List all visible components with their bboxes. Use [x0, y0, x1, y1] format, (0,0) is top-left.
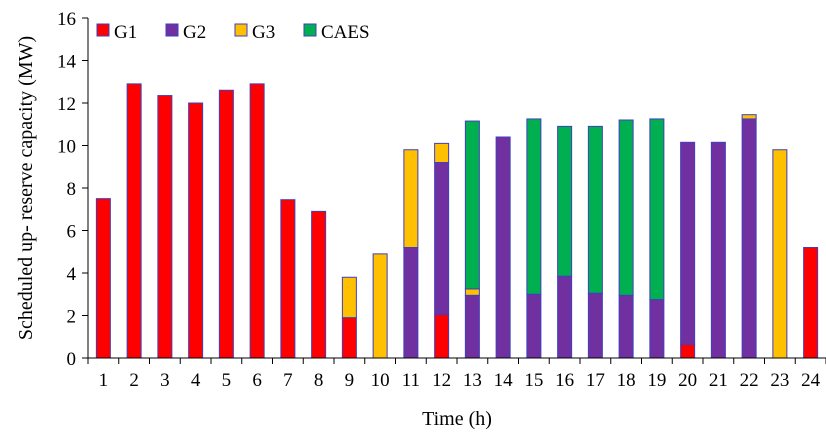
bar-segment-g2-h15 [526, 293, 542, 359]
x-tick-label: 2 [129, 370, 139, 391]
x-tick-label: 16 [555, 370, 574, 391]
x-tick-label: 17 [586, 370, 605, 391]
bar-segment-g1-h7 [280, 199, 296, 359]
bar-segment-g2-h17 [587, 292, 603, 359]
y-tick-label: 14 [57, 52, 77, 73]
x-tick-label: 20 [678, 370, 697, 391]
y-axis-ticks: 0 2 4 6 8 10 12 14 16 [57, 9, 88, 370]
bar-segment-g1-h5 [218, 89, 234, 359]
x-tick-label: 22 [740, 370, 759, 391]
y-tick-label: 12 [57, 94, 76, 115]
bar-segment-g2-h22 [741, 118, 757, 359]
x-tick-label: 1 [99, 370, 109, 391]
bar-segment-g1-h9 [341, 317, 357, 359]
bar-segment-g1-h4 [188, 102, 204, 359]
bar-segment-g3-h23 [772, 149, 788, 359]
x-tick-label: 6 [252, 370, 262, 391]
x-tick-label: 18 [617, 370, 636, 391]
legend-label-g1: G1 [114, 22, 137, 43]
bar-segment-g3-h22 [741, 114, 757, 120]
x-tick-label: 9 [345, 370, 355, 391]
bar-segment-g1-h12 [434, 313, 450, 359]
bar-segment-g2-h14 [495, 136, 511, 359]
bar-segment-g1-h24 [803, 247, 819, 359]
x-tick-label: 23 [770, 370, 789, 391]
bar-segment-g1-h20 [680, 343, 696, 359]
bar-segment-g2-h12 [434, 162, 450, 315]
bar-segment-caes-h19 [649, 118, 665, 301]
x-tick-label: 10 [371, 370, 390, 391]
x-tick-label: 21 [709, 370, 728, 391]
y-tick-label: 0 [67, 349, 77, 370]
y-axis-label: Scheduled up- reserve capacity (MW) [15, 36, 37, 340]
bar-segment-g1-h3 [157, 95, 173, 359]
bar-segment-g1-h6 [249, 83, 265, 359]
y-tick-label: 10 [57, 137, 76, 158]
bar-segment-g2-h11 [403, 247, 419, 359]
x-tick-label: 24 [801, 370, 821, 391]
x-tick-label: 8 [314, 370, 324, 391]
x-tick-label: 7 [283, 370, 293, 391]
y-tick-label: 8 [67, 179, 77, 200]
x-tick-label: 11 [402, 370, 420, 391]
bar-segment-caes-h17 [587, 125, 603, 294]
y-tick-label: 4 [67, 264, 77, 285]
bar-segment-g3-h9 [341, 276, 357, 319]
bar-segment-caes-h16 [557, 125, 573, 277]
x-tick-label: 3 [160, 370, 170, 391]
bar-segment-caes-h15 [526, 118, 542, 295]
bar-segment-g2-h21 [710, 141, 726, 359]
legend-swatch-g3 [234, 23, 248, 37]
legend-swatch-caes [303, 23, 317, 37]
y-tick-label: 16 [57, 9, 76, 30]
x-axis-label: Time (h) [422, 408, 492, 430]
bars-layer [95, 83, 819, 359]
legend-label-caes: CAES [321, 22, 370, 43]
bar-segment-caes-h18 [618, 119, 634, 296]
x-tick-label: 5 [222, 370, 232, 391]
bar-segment-g2-h18 [618, 294, 634, 359]
x-tick-label: 4 [191, 370, 201, 391]
bar-segment-g3-h11 [403, 149, 419, 248]
bar-segment-g1-h1 [95, 198, 111, 359]
legend: G1 G2 G3 CAES [96, 22, 370, 43]
legend-label-g2: G2 [183, 22, 206, 43]
bar-segment-g2-h19 [649, 299, 665, 359]
legend-swatch-g2 [165, 23, 179, 37]
legend-swatch-g1 [96, 23, 110, 37]
x-tick-label: 12 [432, 370, 451, 391]
x-tick-label: 19 [647, 370, 666, 391]
bar-segment-g2-h13 [464, 294, 480, 359]
y-tick-label: 6 [67, 222, 77, 243]
bar-segment-g1-h8 [311, 210, 327, 359]
bar-segment-g3-h10 [372, 253, 388, 359]
legend-label-g3: G3 [252, 22, 275, 43]
bar-segment-g3-h13 [464, 288, 480, 296]
x-tick-label: 15 [524, 370, 543, 391]
x-axis-ticks: 1 2 3 4 5 6 7 8 9 10 11 12 13 14 15 16 17 18 19 20 21 22 23 24 [87, 358, 826, 391]
x-tick-label: 14 [494, 370, 514, 391]
x-tick-label: 13 [463, 370, 482, 391]
y-tick-label: 2 [67, 307, 77, 328]
bar-segment-caes-h13 [464, 120, 480, 290]
bar-segment-g3-h12 [434, 142, 450, 163]
bar-segment-g2-h20 [680, 141, 696, 345]
bar-segment-g2-h16 [557, 275, 573, 359]
bar-segment-g1-h2 [126, 83, 142, 359]
